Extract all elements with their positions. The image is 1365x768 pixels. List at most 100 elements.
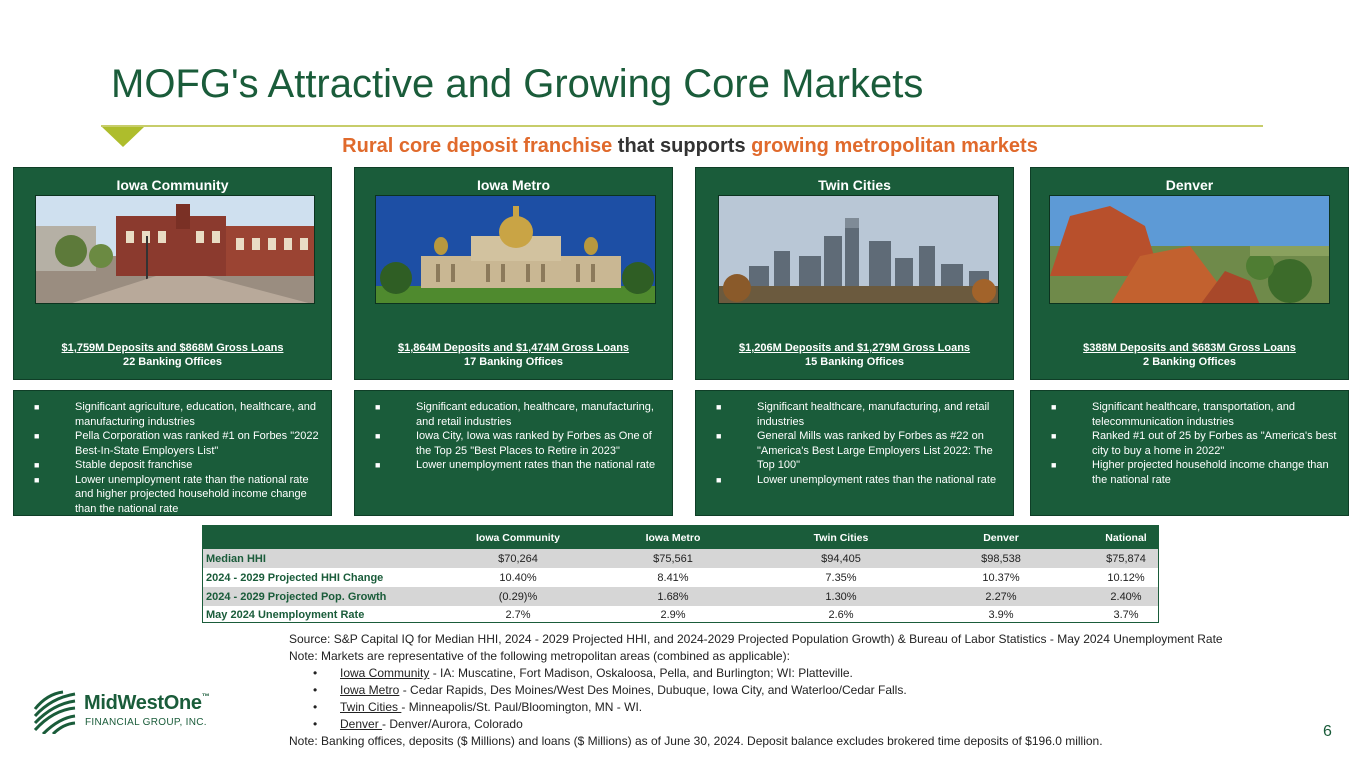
list-item: Significant education, healthcare, manuf… xyxy=(375,400,664,429)
list-item: Iowa Community - IA: Muscatine, Fort Mad… xyxy=(289,665,1249,682)
logo-subtitle: FINANCIAL GROUP, INC. xyxy=(85,717,207,728)
market-deposits-loans: $1,206M Deposits and $1,279M Gross Loans xyxy=(738,342,971,354)
row-label: May 2024 Unemployment Rate xyxy=(206,608,365,621)
table-cell: $75,561 xyxy=(653,552,693,565)
table-cell: $75,874 xyxy=(1106,552,1146,565)
subtitle-connector: that supports xyxy=(612,135,752,157)
market-area-desc: - Minneapolis/St. Paul/Bloomington, MN -… xyxy=(401,700,643,714)
market-card-title: Iowa Community xyxy=(116,177,229,193)
list-item: Stable deposit franchise xyxy=(34,458,323,473)
market-highlights-iowa-community: Significant agriculture, education, heal… xyxy=(13,390,332,516)
table-cell: 8.41% xyxy=(657,571,689,584)
market-card-denver: Denver $388M Deposits and $683M Gross Lo… xyxy=(1030,167,1349,380)
table-cell: 10.40% xyxy=(499,571,537,584)
market-comparison-table: Iowa Community Iowa Metro Twin Cities De… xyxy=(202,525,1159,623)
divider-triangle-icon xyxy=(102,127,144,147)
list-item: Pella Corporation was ranked #1 on Forbe… xyxy=(34,429,323,458)
list-item: Denver - Denver/Aurora, Colorado xyxy=(289,716,1249,733)
table-row: Median HHI $70,264 $75,561 $94,405 $98,5… xyxy=(203,549,1158,568)
market-card-iowa-community: Iowa Community $1,759M Deposits and $868… xyxy=(13,167,332,380)
market-card-title: Iowa Metro xyxy=(476,177,551,193)
market-area-desc: - IA: Muscatine, Fort Madison, Oskaloosa… xyxy=(429,666,853,680)
table-cell: 10.37% xyxy=(982,571,1020,584)
market-area-desc: - Denver/Aurora, Colorado xyxy=(382,717,523,731)
market-link-iowa-metro[interactable]: Iowa Metro xyxy=(340,683,400,697)
subtitle-highlight-metro: growing metropolitan markets xyxy=(751,135,1038,157)
table-cell: 2.40% xyxy=(1110,590,1142,603)
row-label: 2024 - 2029 Projected HHI Change xyxy=(206,571,384,584)
market-link-twin-cities[interactable]: Twin Cities xyxy=(340,700,402,714)
logo-mark-icon xyxy=(33,690,77,734)
market-deposits-loans: $1,759M Deposits and $868M Gross Loans xyxy=(61,342,284,354)
table-row: May 2024 Unemployment Rate 2.7% 2.9% 2.6… xyxy=(203,605,1158,624)
market-card-twin-cities: Twin Cities $1,206M Deposits and $1,279M… xyxy=(695,167,1014,380)
banking-note: Note: Banking offices, deposits ($ Milli… xyxy=(289,734,1103,748)
state-capitol-photo xyxy=(375,195,656,304)
logo-brand: MidWestOne™ xyxy=(84,692,210,714)
list-item: Significant healthcare, transportation, … xyxy=(1051,400,1340,429)
list-item: Significant agriculture, education, heal… xyxy=(34,400,323,429)
market-banking-offices: 17 Banking Offices xyxy=(463,356,564,368)
market-card-title: Twin Cities xyxy=(818,177,891,193)
table-cell: 2.9% xyxy=(660,608,686,621)
row-label: Median HHI xyxy=(206,552,266,565)
list-item: Higher projected household income change… xyxy=(1051,458,1340,487)
table-cell: 2.6% xyxy=(828,608,854,621)
red-rocks-photo xyxy=(1049,195,1330,304)
table-header-cell: National xyxy=(1105,531,1147,544)
subtitle-highlight-rural: Rural core deposit franchise xyxy=(342,135,613,157)
market-highlights-twin-cities: Significant healthcare, manufacturing, a… xyxy=(695,390,1014,516)
list-item: Lower unemployment rates than the nation… xyxy=(375,458,664,473)
market-card-iowa-metro: Iowa Metro $1,864M Deposits and $1,474M … xyxy=(354,167,673,380)
table-cell: 7.35% xyxy=(825,571,857,584)
footnotes: Source: S&P Capital IQ for Median HHI, 2… xyxy=(289,631,1249,750)
market-banking-offices: 22 Banking Offices xyxy=(122,356,223,368)
page-title: MOFG's Attractive and Growing Core Marke… xyxy=(111,62,924,106)
town-square-photo xyxy=(35,195,315,304)
table-cell: (0.29)% xyxy=(498,590,538,603)
list-item: Significant healthcare, manufacturing, a… xyxy=(716,400,1005,429)
list-item: Lower unemployment rate than the nationa… xyxy=(34,473,323,517)
table-cell: 3.9% xyxy=(988,608,1014,621)
table-cell: 3.7% xyxy=(1113,608,1139,621)
table-cell: $98,538 xyxy=(981,552,1021,565)
list-item: Iowa City, Iowa was ranked by Forbes as … xyxy=(375,429,664,458)
list-item: Lower unemployment rates than the nation… xyxy=(716,473,1005,488)
table-cell: 10.12% xyxy=(1107,571,1145,584)
list-item: General Mills was ranked by Forbes as #2… xyxy=(716,429,1005,473)
market-card-title: Denver xyxy=(1165,177,1214,193)
table-cell: $94,405 xyxy=(821,552,861,565)
market-highlights-iowa-metro: Significant education, healthcare, manuf… xyxy=(354,390,673,516)
table-cell: 1.68% xyxy=(657,590,689,603)
market-deposits-loans: $388M Deposits and $683M Gross Loans xyxy=(1083,342,1296,354)
table-row: 2024 - 2029 Projected Pop. Growth (0.29)… xyxy=(203,587,1158,606)
table-header-cell: Iowa Metro xyxy=(645,531,701,544)
page-number: 6 xyxy=(1323,723,1332,740)
market-banking-offices: 15 Banking Offices xyxy=(804,356,905,368)
market-link-iowa-community[interactable]: Iowa Community xyxy=(340,666,430,680)
table-cell: 1.30% xyxy=(825,590,857,603)
table-cell: 2.27% xyxy=(985,590,1017,603)
table-header-cell: Twin Cities xyxy=(813,531,869,544)
market-link-denver[interactable]: Denver xyxy=(340,717,383,731)
table-cell: 2.7% xyxy=(505,608,531,621)
trademark: ™ xyxy=(201,692,210,701)
table-header-cell: Denver xyxy=(983,531,1019,544)
markets-note: Note: Markets are representative of the … xyxy=(289,649,790,663)
list-item: Twin Cities - Minneapolis/St. Paul/Bloom… xyxy=(289,699,1249,716)
title-divider xyxy=(101,125,1263,127)
market-highlights-denver: Significant healthcare, transportation, … xyxy=(1030,390,1349,516)
table-cell: $70,264 xyxy=(498,552,538,565)
company-logo: MidWestOne™ FINANCIAL GROUP, INC. xyxy=(33,690,223,735)
market-deposits-loans: $1,864M Deposits and $1,474M Gross Loans xyxy=(397,342,630,354)
row-label: 2024 - 2029 Projected Pop. Growth xyxy=(206,590,387,603)
slide-subtitle: Rural core deposit franchise that suppor… xyxy=(0,135,1365,158)
city-skyline-photo xyxy=(718,195,999,304)
market-banking-offices: 2 Banking Offices xyxy=(1143,356,1236,368)
list-item: Iowa Metro - Cedar Rapids, Des Moines/We… xyxy=(289,682,1249,699)
table-header-row: Iowa Community Iowa Metro Twin Cities De… xyxy=(203,526,1158,549)
table-header-cell: Iowa Community xyxy=(475,531,560,544)
table-row: 2024 - 2029 Projected HHI Change 10.40% … xyxy=(203,568,1158,587)
market-area-desc: - Cedar Rapids, Des Moines/West Des Moin… xyxy=(399,683,907,697)
list-item: Ranked #1 out of 25 by Forbes as "Americ… xyxy=(1051,429,1340,458)
